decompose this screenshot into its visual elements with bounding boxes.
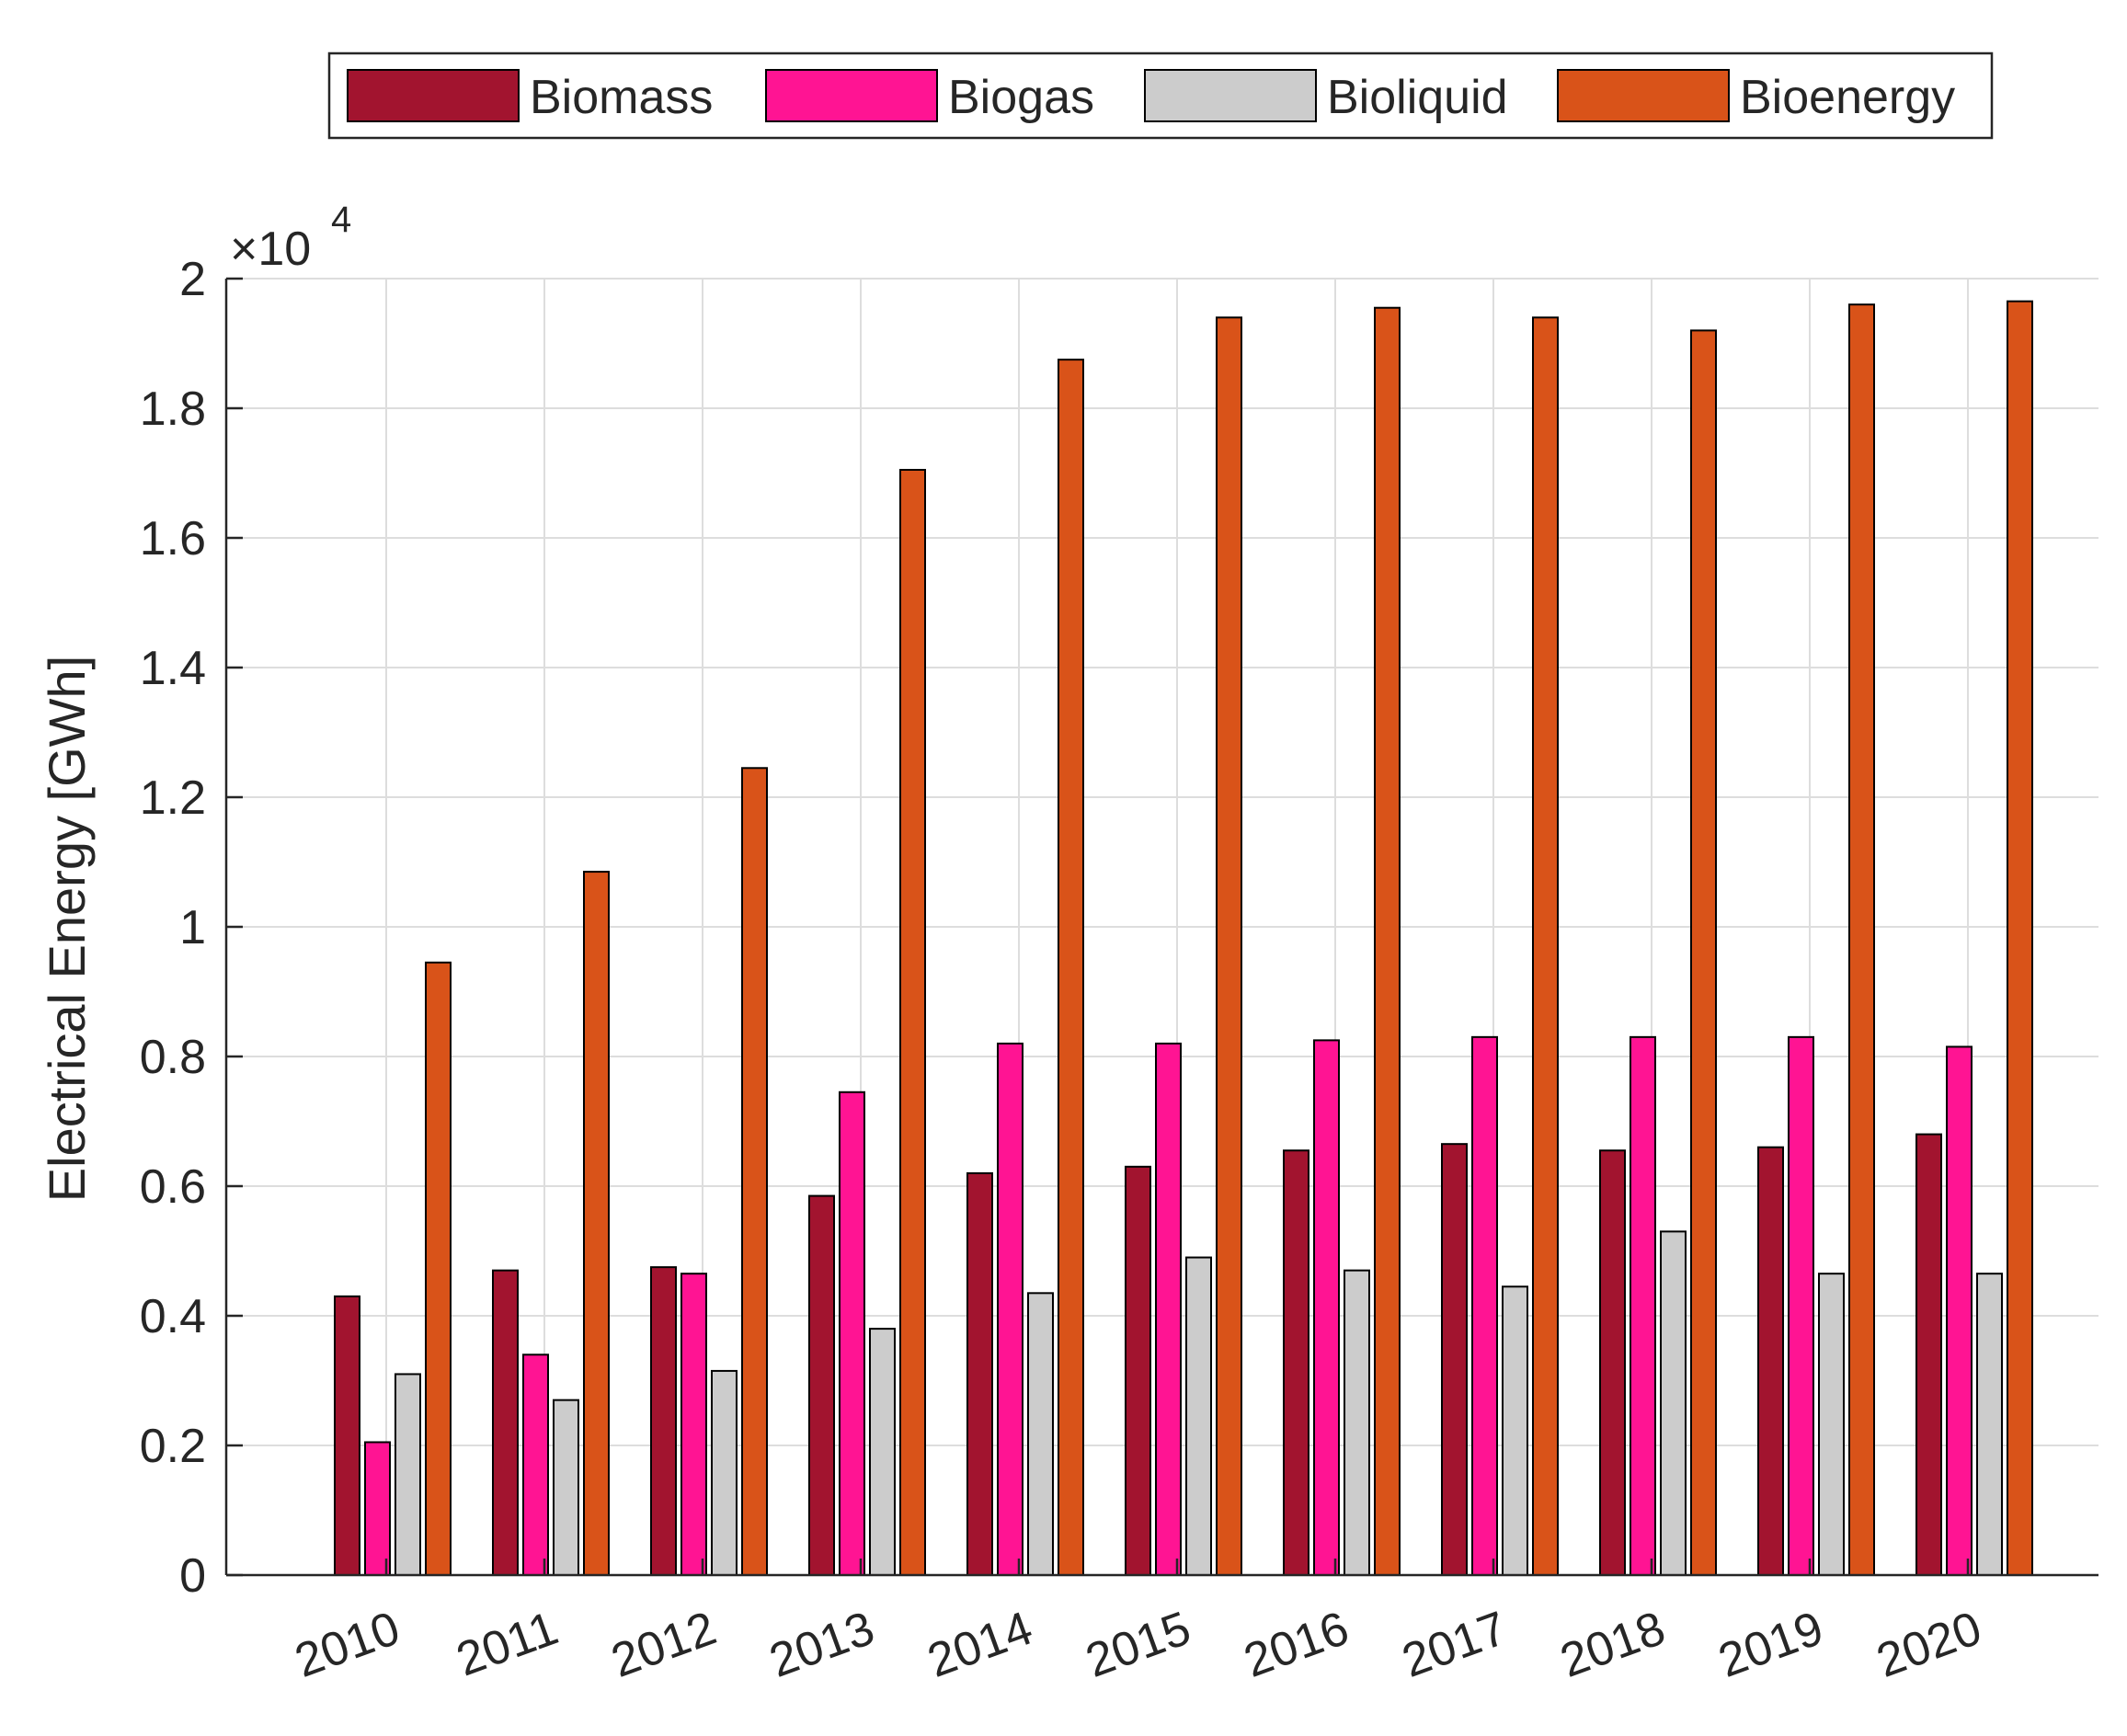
bar-bioliquid-2010: [395, 1373, 421, 1576]
legend-swatch-biogas: [765, 69, 938, 122]
x-tick-label: 2017: [1396, 1602, 1515, 1688]
bar-biogas-2015: [1155, 1042, 1182, 1576]
bar-biogas-2016: [1313, 1039, 1340, 1576]
y-axis-label: Electrical Energy [GWh]: [38, 656, 96, 1202]
bar-bioliquid-2015: [1185, 1256, 1212, 1577]
bar-bioenergy-2018: [1690, 329, 1717, 1576]
y-tick-label: 1.8: [140, 383, 206, 436]
bar-biogas-2017: [1471, 1035, 1498, 1576]
legend-label-bioenergy: Bioenergy: [1740, 71, 1955, 124]
bar-biomass-2012: [650, 1266, 677, 1576]
bar-biomass-2014: [966, 1171, 993, 1577]
bar-bioenergy-2013: [899, 468, 926, 1577]
bar-biomass-2020: [1915, 1133, 1942, 1576]
y-tick-label: 0.4: [140, 1290, 206, 1343]
bar-bioliquid-2014: [1027, 1292, 1054, 1576]
bar-biogas-2011: [522, 1353, 549, 1577]
y-tick-label: 1: [179, 901, 206, 954]
bar-bioenergy-2010: [425, 961, 452, 1576]
bar-biomass-2016: [1283, 1149, 1309, 1576]
x-tick-label: 2012: [605, 1602, 724, 1688]
y-tick-label: 0.8: [140, 1031, 206, 1084]
bar-bioenergy-2016: [1374, 306, 1401, 1577]
x-tick-label: 2014: [921, 1602, 1040, 1688]
legend-swatch-biomass: [347, 69, 520, 122]
bar-bioliquid-2019: [1818, 1273, 1845, 1577]
bar-bioenergy-2020: [2007, 300, 2033, 1576]
legend-label-bioliquid: Bioliquid: [1327, 71, 1508, 124]
bar-biomass-2019: [1757, 1146, 1784, 1576]
bar-biogas-2012: [680, 1273, 707, 1577]
bar-bioliquid-2011: [553, 1399, 579, 1577]
bar-bioliquid-2020: [1976, 1273, 2003, 1577]
bar-bioliquid-2018: [1660, 1230, 1687, 1576]
bar-bioliquid-2013: [869, 1328, 896, 1576]
x-tick-label: 2020: [1870, 1602, 1989, 1688]
bar-bioenergy-2015: [1216, 316, 1242, 1576]
exponent-power: 4: [331, 200, 351, 240]
bar-bioenergy-2017: [1532, 316, 1559, 1576]
bar-bioliquid-2017: [1502, 1285, 1528, 1577]
y-tick-label: 0.2: [140, 1420, 206, 1473]
y-tick-label: 1.6: [140, 512, 206, 565]
bar-bioliquid-2012: [711, 1369, 738, 1577]
bar-biogas-2020: [1946, 1045, 1973, 1577]
y-axis-exponent: ×10 4: [230, 200, 351, 276]
bar-biomass-2015: [1125, 1165, 1151, 1576]
bar-biomass-2018: [1599, 1149, 1626, 1576]
x-tick-label: 2019: [1712, 1602, 1831, 1688]
exponent-base: ×10: [230, 223, 311, 276]
bar-bioenergy-2019: [1848, 303, 1875, 1577]
bar-biogas-2019: [1788, 1035, 1814, 1576]
bar-bioliquid-2016: [1344, 1269, 1370, 1577]
bar-biomass-2013: [808, 1194, 835, 1576]
legend-swatch-bioenergy: [1557, 69, 1730, 122]
x-tick-label: 2015: [1080, 1602, 1198, 1688]
bar-bioenergy-2011: [583, 871, 610, 1576]
bar-biogas-2014: [997, 1042, 1023, 1576]
bar-biogas-2018: [1630, 1035, 1656, 1576]
bar-biogas-2010: [364, 1441, 391, 1576]
x-tick-label: 2010: [289, 1602, 407, 1688]
bar-biomass-2010: [334, 1295, 360, 1576]
legend: Biomass Biogas Bioliquid Bioenergy: [327, 51, 1994, 140]
y-tick-label: 0.6: [140, 1160, 206, 1214]
y-tick-label: 1.2: [140, 771, 206, 825]
y-tick-label: 1.4: [140, 642, 206, 695]
legend-label-biomass: Biomass: [530, 71, 713, 124]
bar-bioenergy-2012: [741, 767, 768, 1576]
legend-label-biogas: Biogas: [948, 71, 1094, 124]
bar-biogas-2013: [839, 1091, 865, 1576]
x-tick-label: 2013: [763, 1602, 882, 1688]
x-tick-label: 2011: [450, 1602, 565, 1687]
y-tick-label: 0: [179, 1549, 206, 1603]
legend-swatch-bioliquid: [1144, 69, 1317, 122]
bar-biomass-2017: [1441, 1143, 1468, 1577]
bar-biomass-2011: [492, 1269, 519, 1577]
x-tick-label: 2018: [1554, 1602, 1673, 1688]
x-tick-label: 2016: [1238, 1602, 1356, 1688]
bar-bioenergy-2014: [1058, 359, 1084, 1576]
bars: [334, 300, 2033, 1577]
y-tick-label: 2: [179, 253, 206, 306]
